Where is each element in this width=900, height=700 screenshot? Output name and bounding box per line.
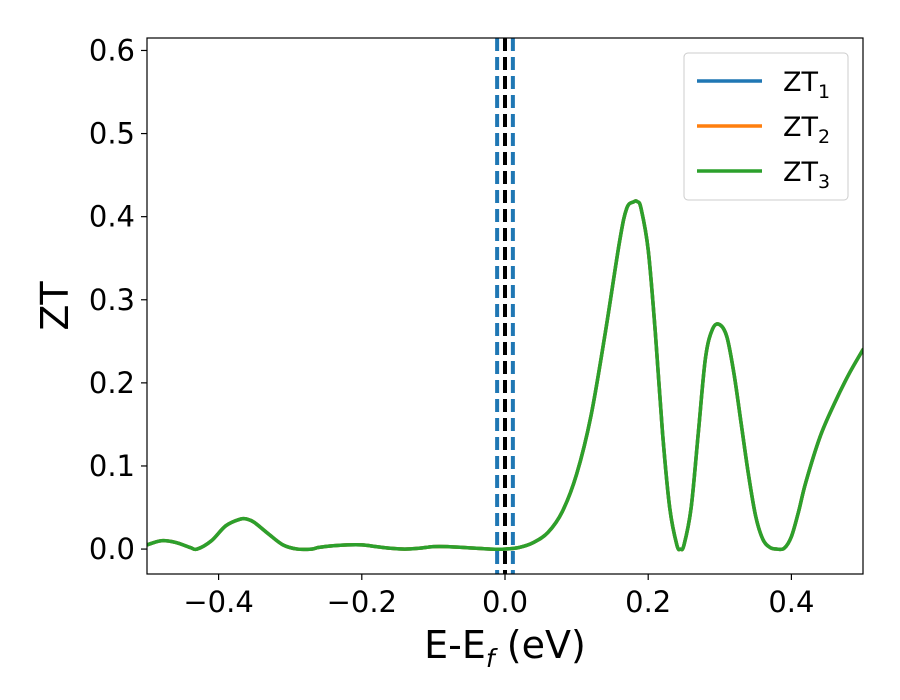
y-axis: 0.0 0.1 0.2 0.3 0.4 0.5 0.6: [89, 33, 147, 566]
x-tick-label: −0.2: [327, 585, 397, 619]
y-tick-label: 0.6: [89, 33, 135, 67]
y-tick-label: 0.4: [89, 200, 135, 234]
x-axis-label-unit: (eV): [495, 623, 586, 667]
y-tick-label: 0.5: [89, 117, 135, 151]
x-tick-label: 0.4: [768, 585, 814, 619]
y-tick-label: 0.1: [89, 449, 135, 483]
x-tick-label: −0.4: [183, 585, 253, 619]
series-lines: [147, 199, 863, 552]
x-tick-label: 0.2: [625, 585, 671, 619]
y-tick-label: 0.2: [89, 366, 135, 400]
x-axis-label: E-Ef (eV): [424, 623, 586, 673]
legend: ZT1 ZT2 ZT3: [683, 52, 849, 201]
legend-label-2: ZT2: [783, 112, 830, 148]
x-tick-label: 0.0: [482, 585, 528, 619]
y-tick-label: 0.0: [89, 532, 135, 566]
x-axis: −0.4 −0.2 0.0 0.2 0.4: [183, 574, 814, 619]
reference-lines: [495, 38, 515, 574]
legend-label-3: ZT3: [783, 157, 830, 193]
x-axis-label-main: E-E: [424, 623, 486, 667]
y-tick-label: 0.3: [89, 283, 135, 317]
y-axis-label: ZT: [33, 281, 77, 331]
legend-label-1: ZT1: [783, 67, 830, 103]
legend-box: [683, 52, 849, 201]
series-line-3: [147, 199, 863, 552]
